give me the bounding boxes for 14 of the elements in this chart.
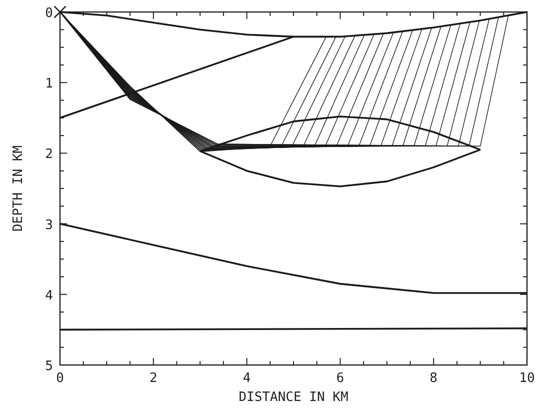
y-tick-label: 1 xyxy=(45,76,53,92)
x-tick-label: 2 xyxy=(149,371,158,386)
x-tick-label: 0 xyxy=(56,371,64,386)
y-tick-label: 5 xyxy=(45,359,53,374)
x-tick-label: 4 xyxy=(242,371,251,386)
x-tick-label: 6 xyxy=(336,371,344,386)
x-axis-title: DISTANCE IN KM xyxy=(238,390,348,405)
y-tick-label: 4 xyxy=(45,288,54,304)
y-tick-label: 3 xyxy=(45,218,53,233)
x-tick-label: 8 xyxy=(430,371,438,386)
y-axis-title: DEPTH IN KM xyxy=(11,145,26,232)
y-tick-label: 0 xyxy=(45,6,53,21)
y-tick-label: 2 xyxy=(45,147,53,162)
x-tick-label: 10 xyxy=(519,371,535,386)
